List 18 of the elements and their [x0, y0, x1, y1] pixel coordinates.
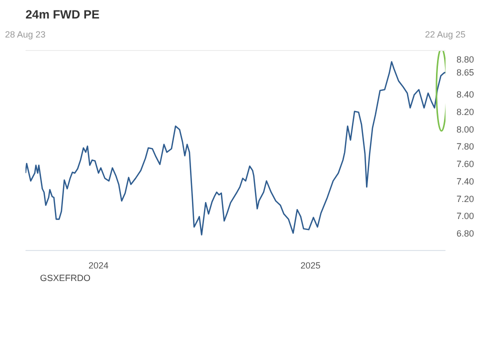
x2-tick-label: 28 Aug 23: [4, 30, 46, 40]
x-tick-label: 2025: [300, 260, 321, 270]
y-tick-label: 8.40: [456, 89, 474, 100]
y-tick-label: 8.20: [456, 106, 474, 117]
line-series: [26, 61, 446, 236]
y-tick-label: 7.00: [456, 211, 474, 222]
y-tick-label: 7.60: [456, 159, 474, 170]
x2-tick-label: 22 Aug 25: [424, 30, 466, 40]
y-tick-label: 7.40: [456, 176, 474, 186]
y-tick-label: 6.80: [456, 228, 474, 239]
text: GSXEFRDO: [40, 273, 91, 283]
y-tick-label: 8.80: [456, 54, 474, 65]
y-tick-label: 8.00: [456, 124, 474, 134]
y-tick-label: 7.80: [456, 142, 474, 152]
x-tick-label: 2024: [88, 260, 109, 270]
y-tick-label: 7.20: [456, 194, 474, 204]
chart-title: 24m FWD PE: [26, 8, 100, 22]
y-tick-label: 8.65: [456, 68, 474, 78]
